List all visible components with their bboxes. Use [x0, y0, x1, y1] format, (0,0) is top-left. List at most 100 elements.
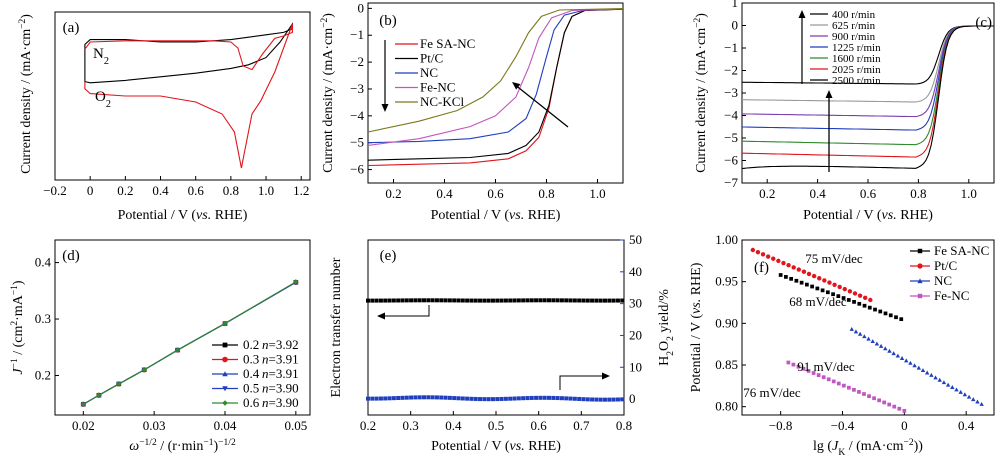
panel-e-point-0: [590, 298, 595, 303]
panel-f-legend-marker: [917, 293, 923, 299]
panel-a: −0.2 0 0.2 0.4 0.6 0.8 1.0 1.2 (a) N2 O2 Potential …: [18, 11, 311, 223]
panel-e-ylabel-right: H2O2 yield/%: [657, 289, 676, 366]
panel-e-point-0: [404, 298, 409, 303]
panel-e-point-0: [374, 298, 379, 303]
panel-f-point-2: [979, 401, 984, 406]
panel-e-ylabel-left: Electron transfer number: [329, 257, 344, 397]
1-ytick-label: −2: [350, 54, 364, 69]
panel-f-point-3: [786, 360, 791, 365]
panel-e-point-1: [516, 396, 521, 401]
panel-e-point-1: [594, 397, 599, 402]
panel-e-point-0: [456, 298, 461, 303]
4-ytick-label: 20: [629, 327, 642, 342]
panel-f-point-1: [776, 258, 781, 264]
1-ytick-label: −6: [350, 162, 364, 177]
panel-d-legend-n: n=3.90: [262, 395, 299, 410]
0-xtick-label: 0: [87, 183, 94, 198]
panel-d-legend-marker: [222, 400, 228, 406]
panel-e-point-0: [559, 298, 564, 303]
5-ytick-label: 1.00: [715, 232, 738, 247]
panel-e-point-0: [521, 298, 526, 303]
panel-b-trend-arrow: [513, 83, 569, 128]
5-ytick-label: 0.85: [715, 357, 738, 372]
panel-f-point-1: [863, 295, 868, 301]
panel-f-point-2: [954, 387, 959, 392]
panel-e-point-0: [482, 298, 487, 303]
panel-a-ylabel: Current density / (mA·cm−2): [18, 14, 34, 174]
panel-f-point-3: [887, 402, 892, 407]
panel-e-point-0: [443, 298, 448, 303]
panel-e-point-1: [546, 395, 551, 400]
panel-d-legend-n: n=3.91: [262, 366, 299, 381]
panel-f-point-3: [831, 379, 836, 384]
panel-d-legend-potential: 0.5: [243, 381, 259, 396]
panel-f-point-3: [857, 390, 861, 394]
panel-e-point-0: [555, 298, 560, 303]
panel-e-point-0: [564, 298, 569, 303]
panel-e-point-0: [529, 298, 534, 303]
panel-f-slope-label: 68 mV/dec: [789, 294, 847, 309]
2-ytick-label: −7: [724, 175, 738, 190]
panel-e-point-0: [387, 298, 392, 303]
panel-f-point-3: [862, 392, 866, 396]
panel-e-point-1: [620, 397, 625, 402]
panel-f-point-0: [820, 288, 825, 293]
1-ytick-label: 0: [358, 0, 365, 15]
panel-f-point-2: [971, 397, 976, 402]
panel-e-point-0: [534, 298, 539, 303]
panel-d-ylabel: J−1 / (cm2·mA−1): [10, 280, 26, 375]
panel-a-cv-curve-o2: [84, 23, 293, 169]
4-xtick-label: 0.2: [360, 418, 376, 433]
panel-d-legend-n: n=3.91: [262, 352, 299, 367]
panel-f-point-2: [962, 392, 968, 397]
panel-e-point-0: [572, 298, 577, 303]
4-xtick-label: 0.3: [403, 418, 419, 433]
4-xtick-label: 0.4: [445, 418, 462, 433]
panel-f-point-2: [975, 399, 980, 404]
2-ytick-label: 0: [732, 18, 739, 33]
panel-e-point-1: [387, 396, 392, 401]
panel-f-point-2: [920, 368, 926, 373]
3-ytick-label: 0.3: [35, 311, 51, 326]
panel-f-legend-marker: [917, 248, 923, 254]
panel-d-legend-potential: 0.2: [243, 337, 259, 352]
2-xtick-label: 0.2: [759, 186, 775, 201]
panel-e-point-0: [598, 298, 603, 303]
panel-f-point-2: [866, 336, 871, 341]
panel-d-legend-n: n=3.92: [262, 337, 299, 352]
panel-e-point-0: [490, 298, 495, 303]
panel-e-point-1: [534, 395, 539, 400]
panel-e-point-0: [422, 298, 427, 303]
panel-e-point-1: [564, 396, 569, 401]
panel-f-point-0: [899, 317, 904, 322]
panel-d: 0.02 0.03 0.04 0.050.20.30.4 (d)0.2 n=3.920.3…: [10, 239, 311, 454]
panel-f-point-2: [908, 360, 913, 365]
panel-e-point-1: [456, 396, 461, 401]
panel-f-point-1: [868, 297, 873, 303]
5-ytick-label: 0.90: [715, 315, 738, 330]
panel-f-point-1: [786, 263, 791, 268]
panel-d-point: [116, 381, 122, 387]
panel-e-point-0: [366, 298, 370, 303]
panel-e-point-1: [378, 396, 383, 401]
0-xtick-label: −0.2: [43, 183, 67, 198]
panel-d-legend-n: n=3.90: [262, 381, 299, 396]
panel-e-point-0: [603, 298, 608, 303]
5-xtick-label: −0.8: [769, 418, 793, 433]
panel-e-point-1: [370, 396, 375, 401]
panel-e-point-1: [521, 396, 526, 401]
panel-f-point-0: [784, 275, 788, 279]
3-xtick-label: 0.02: [72, 418, 95, 433]
panel-b-ylabel: Current density / (mA·cm−2): [320, 13, 336, 173]
panel-a-o2-label: O2: [95, 89, 111, 110]
panel-f-point-1: [832, 282, 837, 287]
panel-f-point-3: [902, 408, 907, 413]
panel-e-point-1: [581, 397, 586, 402]
panel-e-point-0: [430, 298, 435, 303]
panel-f-point-1: [847, 289, 853, 294]
panel-f-point-0: [831, 292, 835, 297]
panel-e-point-1: [391, 396, 396, 401]
panel-e-point-0: [486, 298, 491, 303]
panel-c-legend-label: 1225 r/min: [832, 42, 881, 54]
